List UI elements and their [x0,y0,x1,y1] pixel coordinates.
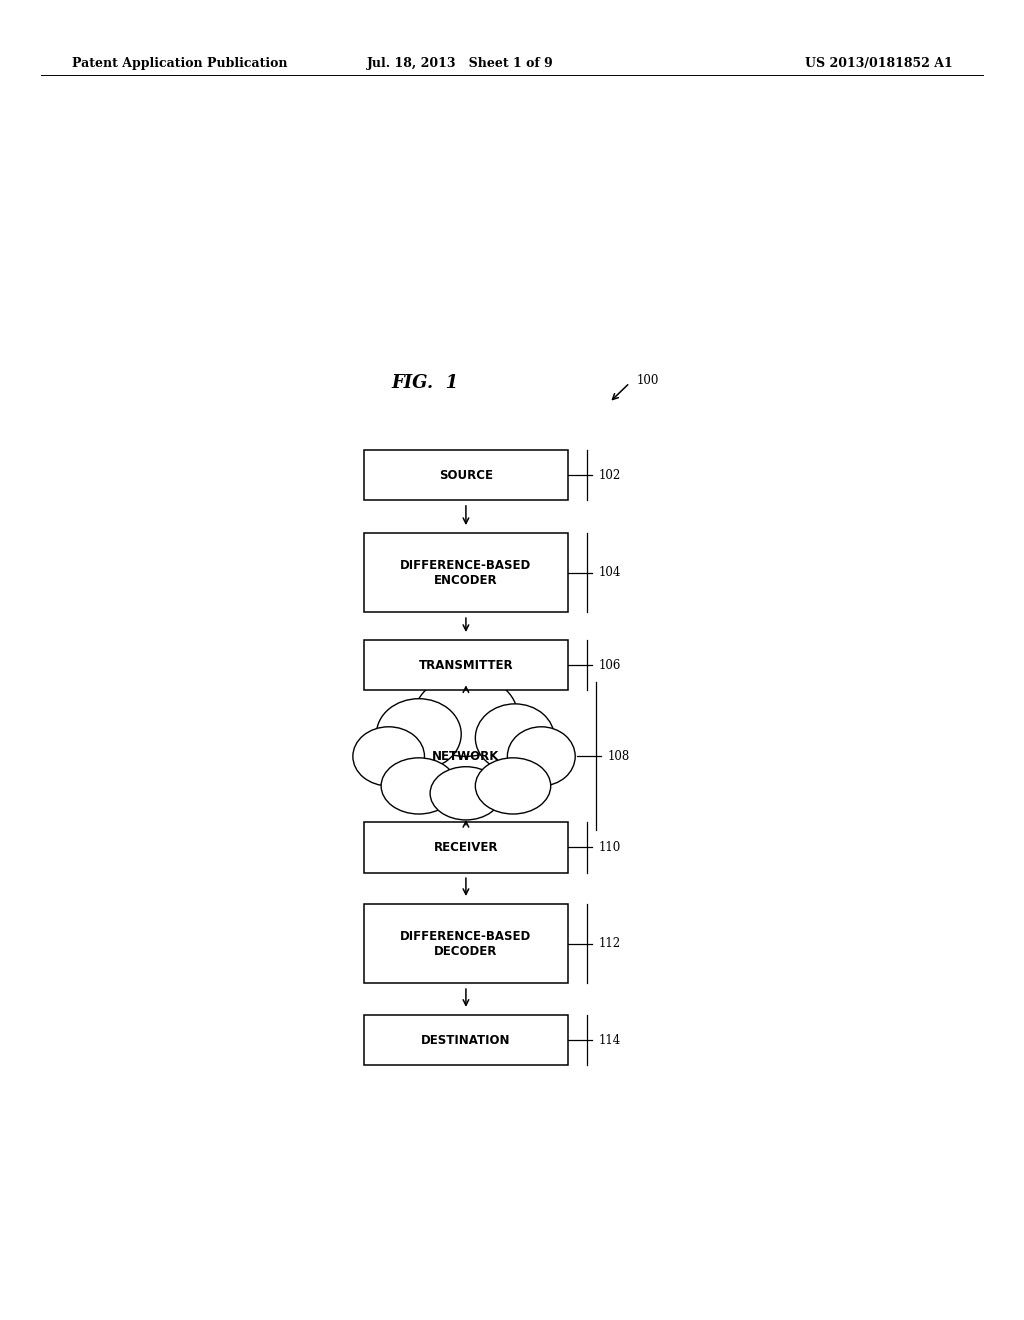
Text: Patent Application Publication: Patent Application Publication [72,57,287,70]
Ellipse shape [475,758,551,814]
Text: DIFFERENCE-BASED
ENCODER: DIFFERENCE-BASED ENCODER [400,558,531,587]
Text: NETWORK: NETWORK [432,750,500,763]
Text: FIG.  1: FIG. 1 [391,374,459,392]
Bar [364,822,568,873]
Text: 110: 110 [599,841,622,854]
Ellipse shape [430,767,502,820]
Text: TRANSMITTER: TRANSMITTER [419,659,513,672]
Bar [364,904,568,983]
Text: 108: 108 [608,750,630,763]
Text: 106: 106 [599,659,622,672]
Bar [364,533,568,612]
Text: SOURCE: SOURCE [439,469,493,482]
Text: 114: 114 [599,1034,622,1047]
Text: 112: 112 [599,937,622,950]
Ellipse shape [414,675,518,756]
Bar [364,1015,568,1065]
Text: DESTINATION: DESTINATION [421,1034,511,1047]
Text: 104: 104 [599,566,622,579]
Ellipse shape [353,727,425,785]
Text: US 2013/0181852 A1: US 2013/0181852 A1 [805,57,952,70]
Text: 100: 100 [637,374,659,387]
Ellipse shape [377,698,461,770]
Text: Jul. 18, 2013   Sheet 1 of 9: Jul. 18, 2013 Sheet 1 of 9 [368,57,554,70]
Ellipse shape [475,704,554,772]
Text: DIFFERENCE-BASED
DECODER: DIFFERENCE-BASED DECODER [400,929,531,958]
Ellipse shape [507,727,575,785]
Text: RECEIVER: RECEIVER [434,841,498,854]
Bar [364,450,568,500]
Ellipse shape [381,758,457,814]
Text: 102: 102 [599,469,622,482]
Bar [364,640,568,690]
